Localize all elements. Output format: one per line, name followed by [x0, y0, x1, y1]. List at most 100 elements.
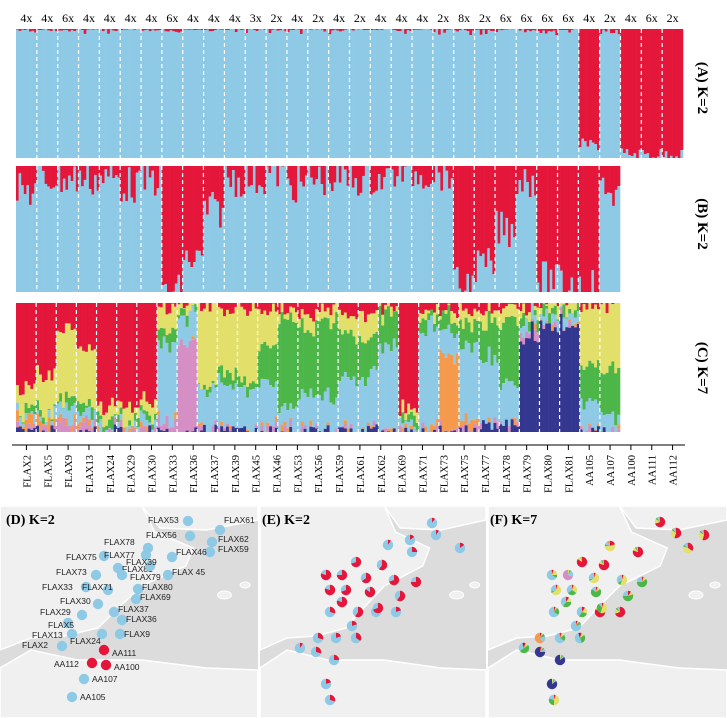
map-f-pie — [580, 632, 582, 638]
b-bar-red — [549, 166, 553, 270]
c-bar-red — [502, 303, 506, 309]
a-bar-blue — [484, 34, 488, 158]
c-bar-green — [553, 305, 558, 315]
b-bar-blue — [497, 243, 501, 292]
c-bar-blue — [220, 382, 224, 422]
c-bar-green — [294, 322, 299, 407]
b-bar-red — [47, 166, 51, 187]
b-bar-blue — [260, 187, 264, 292]
b-bar-red — [432, 166, 436, 183]
c-bar-green — [548, 313, 552, 324]
c-bar-blue — [73, 403, 77, 415]
c-bar-green — [177, 315, 181, 319]
b-bar-blue — [466, 273, 470, 292]
c-bar-pink — [64, 425, 69, 432]
b-bar-blue — [96, 190, 100, 292]
b-bar-blue — [437, 172, 441, 292]
c-bar-green — [263, 341, 267, 380]
b-bar-red — [117, 166, 121, 178]
c-bar-yellow — [131, 412, 135, 426]
c-bar-navy — [571, 325, 575, 432]
c-bar-blue — [542, 316, 546, 325]
c-bar-yellow — [151, 407, 155, 425]
c-bar-navy — [421, 428, 425, 432]
c-bar-green — [479, 321, 483, 361]
c-bar-navy — [369, 428, 373, 432]
c-bar-navy — [116, 427, 120, 432]
map-d-point — [140, 549, 152, 561]
b-bar-blue — [505, 217, 509, 292]
b-bar-blue — [190, 267, 194, 292]
b-bar-red — [232, 166, 235, 171]
c-bar-orange — [246, 429, 250, 432]
a-bar-red — [643, 29, 647, 155]
map-f-pie — [582, 607, 588, 614]
map-f-pie — [616, 574, 622, 584]
c-bar-red — [271, 303, 276, 304]
c-bar-blue — [424, 336, 428, 427]
a-bar-blue — [313, 29, 316, 158]
map-d-label: AA105 — [80, 692, 106, 702]
c-bar-red — [507, 303, 512, 304]
c-bar-red — [286, 303, 290, 314]
map-d-label: FLAX59 — [218, 544, 249, 554]
a-bar-blue — [385, 29, 389, 159]
map-f-pie — [560, 634, 566, 642]
c-bar-navy — [274, 427, 279, 432]
c-bar-green — [217, 366, 221, 374]
map-e-pie — [330, 632, 342, 644]
a-bar-red — [299, 29, 303, 34]
c-bar-red — [41, 303, 46, 383]
a-bar-red — [172, 29, 176, 32]
c-bar-red — [47, 303, 51, 371]
c-bar-blue — [82, 412, 86, 418]
c-bar-navy — [556, 332, 560, 432]
b-bar-blue — [133, 202, 137, 292]
a-bar-blue — [638, 149, 642, 158]
c-bar-green — [257, 351, 261, 388]
population-label: FLAX78 — [502, 455, 513, 493]
c-bar-orange — [389, 428, 394, 432]
c-bar-yellow — [548, 303, 552, 314]
map-f-pie — [576, 606, 582, 617]
b-bar-blue — [78, 170, 82, 292]
a-bar-red — [443, 29, 447, 33]
b-bar-blue — [364, 166, 368, 292]
b-bar-blue — [29, 204, 32, 292]
b-bar-blue — [52, 187, 56, 292]
c-bar-yellow — [361, 310, 365, 343]
c-bar-orange — [539, 319, 543, 321]
b-bar-blue — [554, 264, 558, 292]
c-bar-green — [614, 373, 618, 426]
b-bar-blue — [94, 174, 98, 292]
a-bar-blue — [612, 33, 616, 158]
population-label: FLAX37 — [210, 455, 221, 493]
b-bar-blue — [112, 178, 116, 292]
b-bar-blue — [406, 166, 410, 292]
a-bar-red — [349, 29, 353, 30]
a-bar-blue — [57, 30, 61, 159]
b-bar-red — [268, 166, 272, 174]
c-bar-orange — [228, 425, 233, 430]
c-bar-red — [67, 303, 71, 324]
a-bar-blue — [498, 29, 501, 158]
a-bar-red — [305, 29, 309, 30]
map-e-pie — [341, 584, 352, 596]
c-bar-red — [303, 303, 307, 315]
c-bar-green — [148, 415, 152, 423]
c-bar-pink — [62, 417, 66, 432]
a-bar-blue — [240, 29, 243, 159]
ploidy-label: 4x — [187, 11, 199, 25]
b-bar-red — [127, 166, 131, 168]
c-bar-yellow — [479, 313, 483, 322]
c-bar-pink — [131, 428, 135, 432]
c-bar-pink — [90, 429, 94, 432]
ploidy-label: 4x — [208, 11, 220, 25]
map-d-point — [62, 617, 74, 629]
c-bar-green — [389, 316, 394, 352]
b-bar-red — [333, 166, 337, 183]
c-bar-blue — [476, 342, 480, 419]
map-f-pie — [686, 542, 688, 548]
b-bar-red — [523, 166, 527, 170]
map-d-point — [92, 598, 104, 610]
